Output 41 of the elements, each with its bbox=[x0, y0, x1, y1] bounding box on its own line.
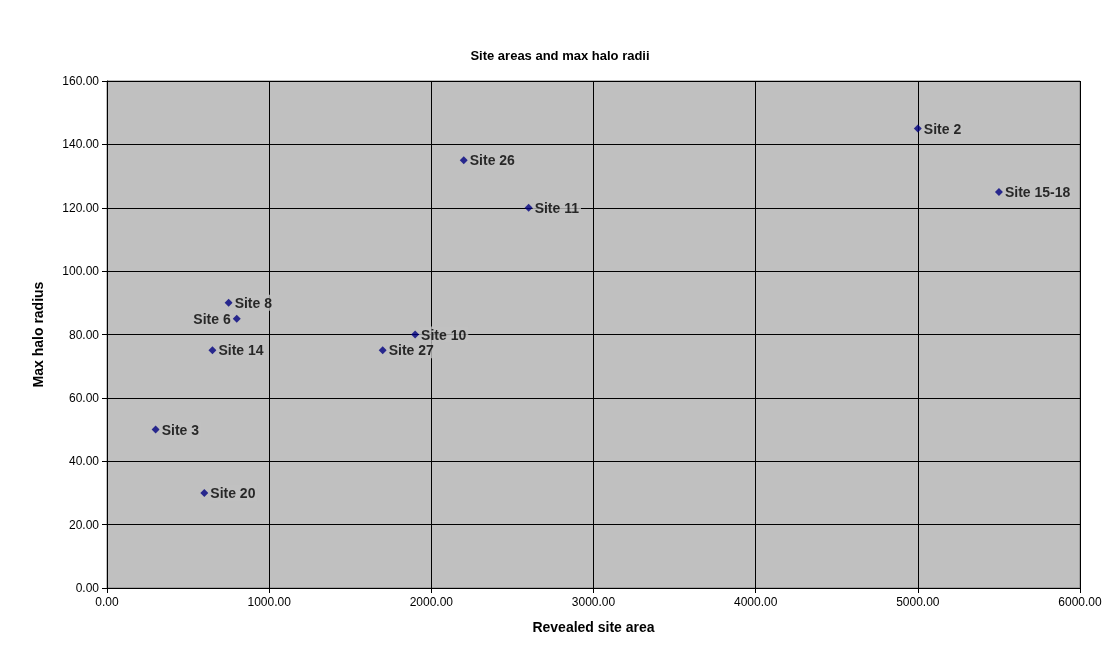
annotation: Site 14 bbox=[218, 342, 264, 359]
y-tick-label: 40.00 bbox=[68, 454, 100, 469]
y-tick-label: 0.00 bbox=[75, 581, 100, 595]
y-tick-label: 120.00 bbox=[62, 200, 100, 215]
annotation: Site 15-18 bbox=[1004, 183, 1071, 200]
y-tick-label: 60.00 bbox=[68, 390, 100, 405]
point bbox=[232, 314, 241, 323]
y-tick-label: 80.00 bbox=[68, 327, 100, 342]
y-tick-label: 160.00 bbox=[62, 74, 100, 88]
annotation: Site 20 bbox=[210, 484, 256, 501]
y-tick-label: 140.00 bbox=[62, 137, 100, 152]
y-tick-label: 20.00 bbox=[68, 517, 100, 532]
point bbox=[378, 346, 387, 355]
point bbox=[524, 203, 533, 212]
y-tick-label: 100.00 bbox=[62, 264, 100, 279]
annotation: Site 27 bbox=[388, 342, 435, 359]
chart-title: Site areas and max halo radii bbox=[470, 48, 650, 63]
annotation: Site 10 bbox=[421, 326, 467, 343]
x-tick-label: 4000.00 bbox=[733, 595, 778, 609]
point bbox=[151, 425, 160, 434]
x-tick-label: 2000.00 bbox=[409, 595, 454, 609]
point bbox=[200, 488, 209, 497]
point bbox=[411, 330, 420, 339]
x-tick-label: 3000.00 bbox=[571, 595, 616, 609]
annotation: Site 3 bbox=[161, 421, 200, 438]
x-tick-label: 6000.00 bbox=[1058, 595, 1103, 609]
point bbox=[913, 124, 922, 133]
point bbox=[459, 156, 468, 165]
point bbox=[208, 346, 217, 355]
annotation: Site 2 bbox=[923, 120, 962, 137]
x-tick-label: 5000.00 bbox=[896, 595, 940, 609]
y-axis-title: Max halo radius bbox=[30, 281, 46, 388]
annotation: Site 6 bbox=[193, 310, 231, 327]
annotation: Site 11 bbox=[534, 199, 580, 216]
x-tick-label: 1000.00 bbox=[247, 595, 292, 609]
point bbox=[224, 298, 233, 307]
x-tick-label: 0.00 bbox=[95, 595, 119, 609]
annotation: Site 26 bbox=[469, 152, 516, 169]
annotation: Site 8 bbox=[234, 294, 273, 311]
x-axis-title: Revealed site area bbox=[532, 619, 655, 635]
point bbox=[994, 187, 1003, 196]
